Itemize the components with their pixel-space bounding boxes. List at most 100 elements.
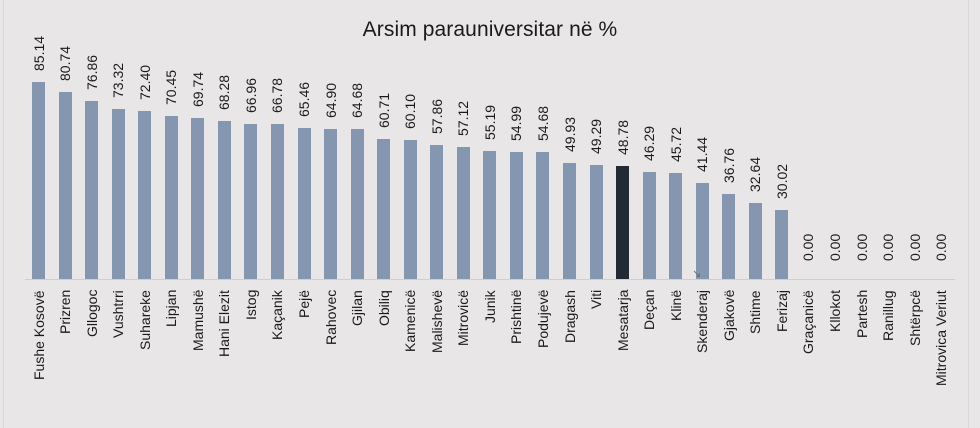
bar-gllogoc[interactable] (85, 101, 99, 279)
data-label: 0.00 (880, 233, 897, 261)
bar-ka-anik[interactable] (270, 124, 284, 279)
bar-gjakov-[interactable] (722, 194, 736, 279)
data-label: 70.45 (163, 69, 180, 105)
bar-istog[interactable] (244, 124, 258, 279)
data-label: 41.44 (694, 136, 711, 172)
bar-viti[interactable] (589, 165, 603, 279)
data-label: 0.00 (800, 233, 817, 261)
x-tick-label: Kaçanik (269, 290, 286, 340)
data-label: 60.10 (402, 93, 419, 129)
bar-de-an[interactable] (642, 172, 656, 279)
data-label: 30.02 (773, 163, 790, 199)
x-tick-label: Mitrovicë (455, 290, 472, 347)
x-tick-label: Prizren (57, 290, 74, 335)
bar-junik[interactable] (483, 151, 497, 279)
x-tick-label: Malishevë (428, 290, 445, 354)
data-label: 55.19 (481, 104, 498, 140)
x-tick-label: Skenderaj (694, 290, 711, 354)
x-tick-label: Kllokot (827, 290, 843, 333)
x-tick-label: Gllogoc (83, 290, 100, 338)
data-label: 66.96 (242, 77, 259, 113)
bar-prishtin-[interactable] (509, 152, 523, 279)
x-tick-label: Ferizaj (773, 290, 790, 333)
x-tick-label: Prishtinë (508, 290, 525, 345)
bar-lipjan[interactable] (164, 116, 178, 279)
x-tick-label: Rahovec (322, 290, 339, 346)
bar-ferizaj[interactable] (775, 210, 789, 279)
x-tick-label: Vushtrri (110, 290, 127, 338)
bar-mamush-[interactable] (191, 118, 205, 279)
x-tick-label: Kamenicë (402, 290, 419, 353)
data-label: 57.12 (455, 100, 472, 136)
bar-mesatarja[interactable] (616, 166, 630, 279)
bar-pej-[interactable] (297, 128, 311, 279)
x-tick-label: Gjakovë (720, 290, 737, 342)
chart-frame (3, 0, 969, 428)
x-tick-label: Viti (588, 290, 605, 310)
bar-suhareke[interactable] (138, 111, 152, 279)
data-label: 0.00 (906, 233, 923, 261)
x-tick-label: Partesh (853, 290, 870, 339)
x-tick-label: Pejë (296, 290, 312, 319)
data-label: 69.74 (189, 71, 206, 107)
data-label: 46.29 (641, 125, 658, 161)
bar-shtime[interactable] (748, 203, 762, 279)
data-label: 85.14 (30, 35, 47, 71)
bar-obiliq[interactable] (377, 139, 391, 279)
bar-klin-[interactable] (669, 173, 683, 279)
bar-rahovec[interactable] (324, 129, 338, 279)
x-tick-label: Hani Elezit (216, 290, 233, 357)
x-tick-label: Suhareke (136, 290, 153, 350)
mouse-cursor-icon: ↘ (692, 268, 702, 280)
data-label: 64.68 (349, 82, 366, 118)
x-tick-label: Fushe Kosovë (30, 290, 47, 380)
data-label: 54.68 (534, 105, 551, 141)
data-label: 57.86 (428, 98, 445, 134)
x-tick-label: Mitrovica Veriut (933, 290, 950, 386)
x-tick-label: Gjilan (349, 290, 366, 326)
data-label: 49.29 (588, 118, 605, 154)
data-label: 76.86 (83, 54, 100, 90)
data-label: 54.99 (508, 105, 525, 141)
data-label: 80.74 (57, 45, 74, 81)
chart-title: Arsim parauniversitar në % (362, 18, 618, 41)
x-tick-label: Shtërpcë (906, 290, 923, 347)
x-tick-label: Deçan (641, 290, 658, 331)
bar-dragash[interactable] (563, 163, 576, 279)
data-label: 36.76 (720, 147, 737, 183)
data-label: 64.90 (322, 82, 339, 118)
bar-kamenic-[interactable] (403, 140, 417, 279)
data-label: 0.00 (853, 233, 870, 261)
x-tick-label: Graçanicë (800, 290, 817, 354)
bar-prizren[interactable] (58, 92, 72, 279)
x-tick-label: Istog (242, 290, 259, 321)
data-label: 72.40 (136, 64, 153, 100)
data-label: 45.72 (667, 126, 684, 162)
x-tick-label: Klinë (667, 290, 684, 322)
bar-gjilan[interactable] (350, 129, 364, 279)
data-label: 48.78 (614, 119, 631, 155)
data-label: 32.64 (747, 156, 764, 192)
x-tick-label: Shtime (747, 290, 764, 334)
bar-malishev-[interactable] (430, 145, 444, 279)
data-label: 49.93 (561, 116, 578, 152)
bar-podujev-[interactable] (536, 152, 550, 279)
x-tick-label: Obiliq (375, 290, 392, 326)
x-tick-label: Ranillug (880, 290, 897, 341)
bar-mitrovic-[interactable] (456, 147, 470, 279)
data-label: 60.71 (375, 92, 392, 128)
x-tick-label: Mamushë (189, 290, 206, 352)
data-label: 65.46 (296, 81, 312, 117)
bar-skenderaj[interactable] (695, 183, 709, 279)
bar-hani-elezit[interactable] (217, 121, 231, 279)
x-tick-label: Mesatarja (614, 290, 631, 352)
data-label: 68.28 (216, 74, 233, 110)
data-label: 0.00 (827, 233, 843, 261)
x-tick-label: Dragash (561, 290, 578, 343)
bar-fushe-kosov-[interactable] (32, 82, 45, 279)
x-tick-label: Lipjan (163, 290, 180, 328)
bar-vushtrri[interactable] (111, 109, 125, 279)
data-label: 0.00 (933, 233, 950, 261)
x-axis-line (25, 279, 955, 280)
